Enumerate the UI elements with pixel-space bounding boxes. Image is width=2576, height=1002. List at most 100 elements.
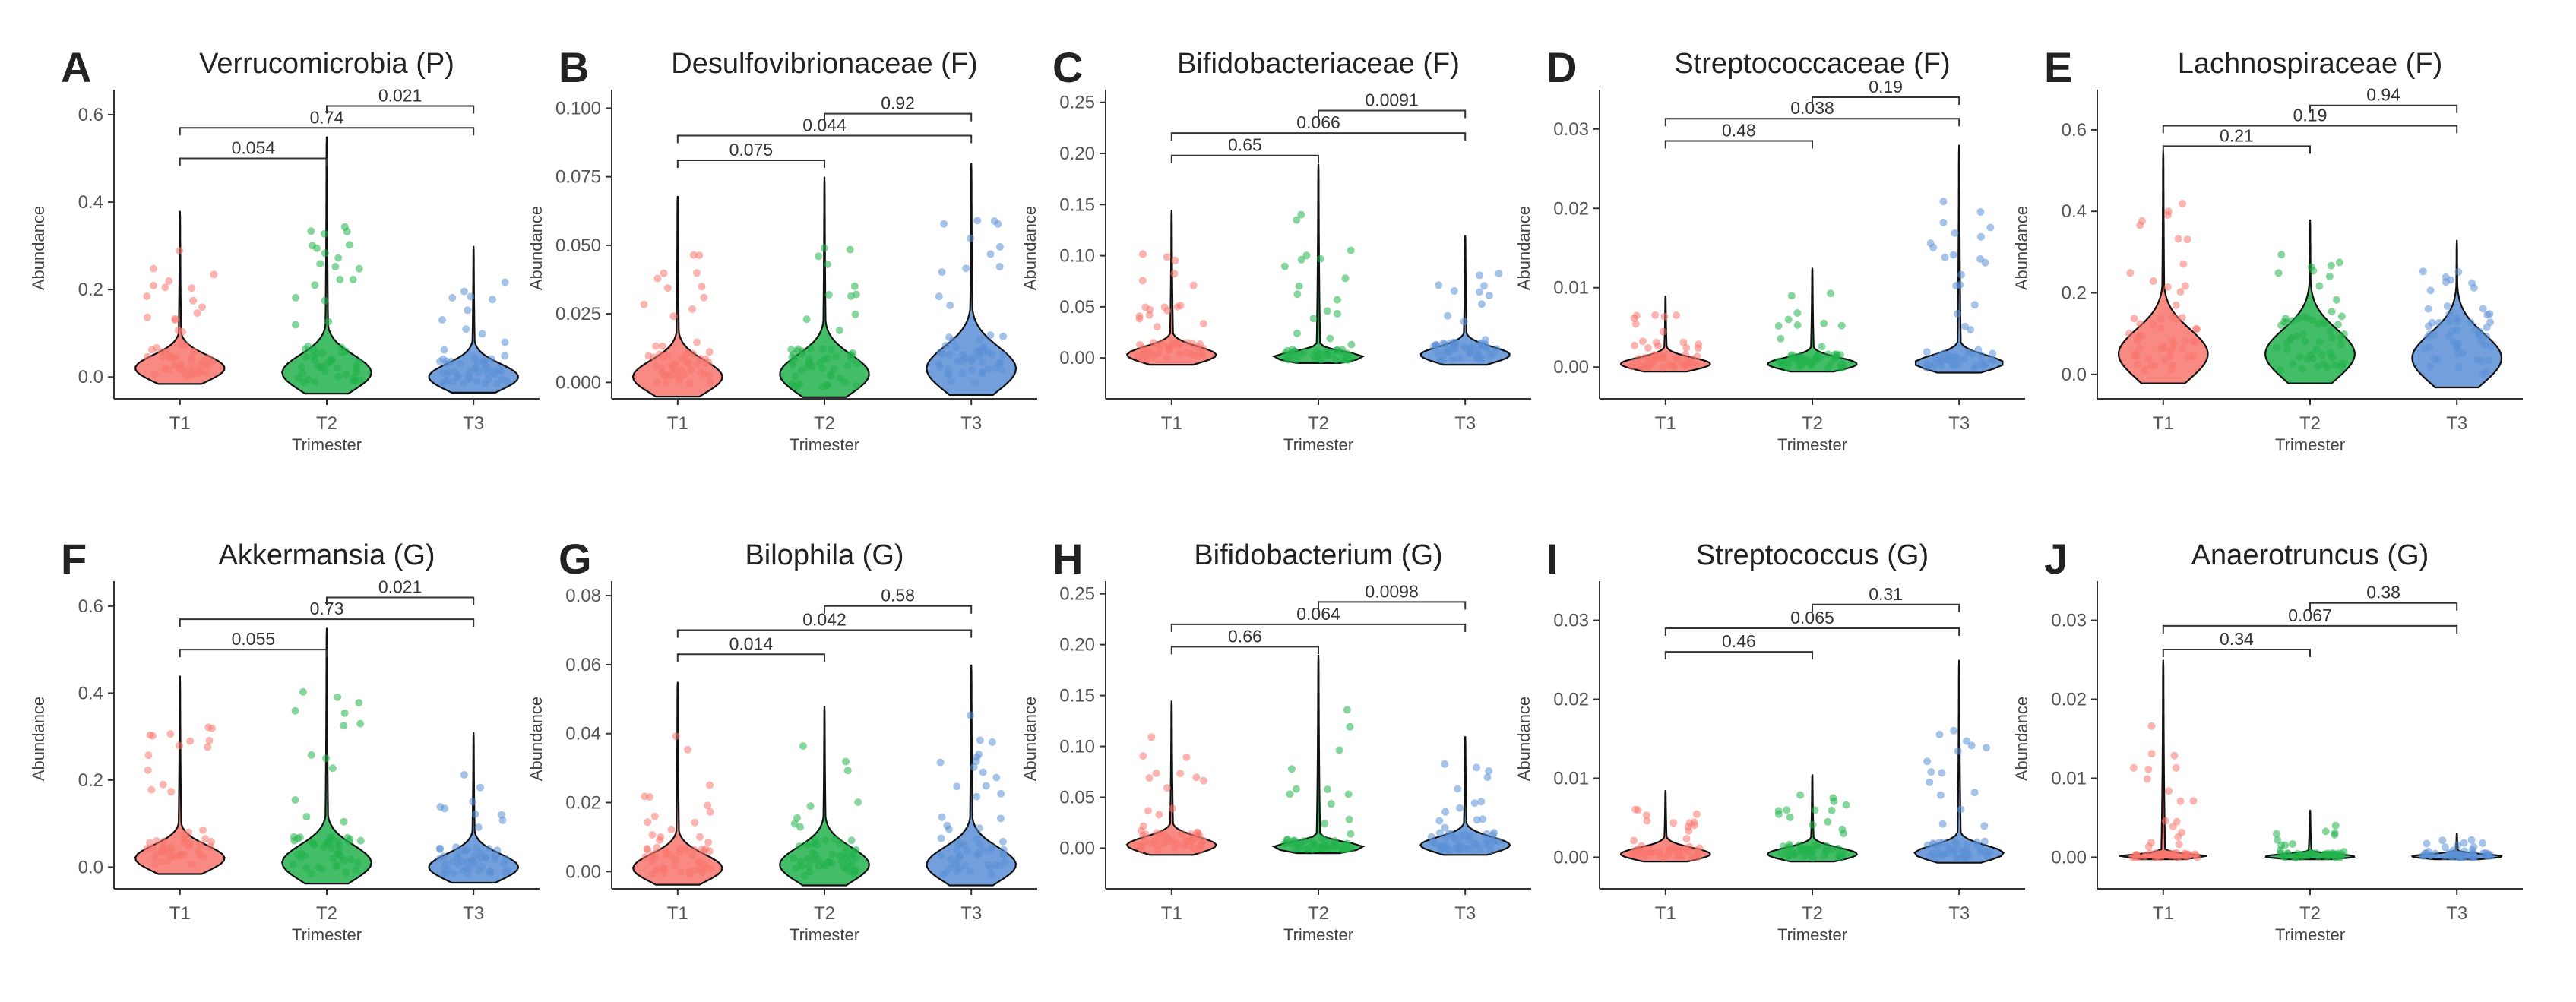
data-point-t3 [441, 861, 450, 868]
data-point-t1 [1165, 346, 1173, 353]
data-point-t2 [2274, 836, 2282, 844]
data-point-t3 [1939, 218, 1948, 226]
violin-t1 [1125, 209, 1217, 366]
data-point-t1 [1176, 349, 1184, 358]
data-point-t1 [1684, 823, 1692, 831]
data-point-t2 [2293, 315, 2302, 323]
data-point-t1 [1176, 770, 1185, 778]
data-point-t3 [466, 368, 474, 375]
data-point-t1 [2155, 852, 2163, 860]
data-point-t1 [695, 251, 704, 260]
data-point-t2 [1774, 322, 1783, 330]
violin-t2 [1271, 654, 1366, 855]
data-point-t2 [329, 855, 337, 863]
panel-title: Akkermansia (G) [218, 539, 435, 571]
panel-letter: G [559, 535, 592, 583]
data-point-t2 [345, 241, 353, 249]
data-point-t3 [1950, 362, 1958, 370]
data-point-t1 [1138, 277, 1147, 285]
data-point-t2 [356, 376, 364, 384]
data-point-t1 [161, 283, 169, 292]
data-point-t1 [663, 284, 672, 292]
panel-title: Bifidobacteriaceae (F) [1177, 48, 1460, 80]
data-point-t3 [473, 845, 481, 852]
data-point-t3 [1445, 830, 1453, 838]
data-point-t2 [821, 836, 830, 845]
data-point-t3 [1470, 799, 1479, 808]
data-point-t1 [147, 346, 156, 354]
data-point-t1 [1694, 344, 1702, 352]
data-point-t3 [464, 306, 472, 315]
panel-letter: D [1546, 43, 1577, 91]
data-point-t1 [1187, 830, 1195, 839]
data-point-t3 [501, 338, 509, 346]
data-point-t3 [1485, 767, 1493, 775]
data-point-t1 [199, 826, 207, 834]
data-point-t2 [791, 865, 799, 873]
x-tick-label: T1 [2153, 903, 2174, 924]
violin-t2 [281, 136, 372, 395]
data-point-t3 [1477, 300, 1486, 308]
data-point-t3 [1466, 832, 1474, 840]
data-point-t1 [2184, 850, 2192, 858]
data-point-t2 [1346, 722, 1354, 731]
data-point-t3 [2447, 276, 2455, 284]
data-point-t3 [1483, 830, 1491, 838]
y-tick-label: 0.03 [1553, 611, 1589, 631]
data-point-t1 [160, 837, 168, 846]
data-point-t2 [2312, 849, 2320, 857]
data-point-t1 [2128, 853, 2137, 861]
data-point-t3 [493, 846, 502, 855]
y-axis-title: Abundance [2012, 206, 2031, 290]
data-point-t1 [687, 365, 695, 374]
data-point-t1 [1693, 352, 1701, 361]
data-point-t3 [1431, 839, 1439, 847]
significance-bracket [1664, 651, 1813, 660]
data-point-t3 [2438, 836, 2447, 845]
y-tick-label: 0.02 [1553, 690, 1589, 710]
data-point-t1 [1196, 340, 1204, 348]
data-point-t2 [806, 802, 815, 811]
data-point-t3 [2449, 337, 2457, 346]
data-point-t3 [464, 858, 472, 866]
data-point-t3 [442, 360, 451, 368]
data-point-t3 [467, 292, 475, 301]
data-point-t1 [650, 353, 658, 362]
data-point-t3 [1950, 726, 1958, 735]
x-axis-title: Trimester [292, 435, 362, 454]
data-point-t1 [691, 818, 699, 827]
data-point-t3 [937, 834, 945, 842]
p-value-label: 0.38 [2366, 583, 2400, 602]
data-point-t1 [2193, 854, 2201, 861]
data-point-t1 [190, 363, 198, 371]
data-point-t3 [1927, 768, 1935, 776]
data-point-t2 [1808, 848, 1816, 856]
data-point-t1 [1685, 847, 1693, 855]
panel-letter: J [2044, 535, 2068, 583]
p-value-label: 0.48 [1722, 120, 1756, 140]
data-point-t1 [1160, 830, 1169, 839]
data-point-t1 [700, 293, 708, 302]
data-point-t3 [1441, 808, 1450, 816]
data-point-t1 [2136, 221, 2144, 229]
data-point-t2 [797, 366, 805, 375]
x-axis-title: Trimester [1777, 925, 1847, 944]
data-point-t2 [1304, 844, 1312, 852]
panel-title: Bilophila (G) [745, 539, 903, 571]
data-point-t2 [796, 823, 805, 831]
data-point-t1 [1634, 806, 1642, 814]
data-point-t3 [2460, 839, 2468, 847]
data-point-t3 [997, 365, 1005, 374]
data-point-t2 [345, 837, 353, 846]
chart-panel-d: D Streptococcaceae (F) 0.00 0.01 0.02 0.03 T1 T… [1514, 43, 2025, 454]
chart-panel-e: E Lachnospiraceae (F) 0.0 0.2 0.4 0.6 T1 T2 T3 Tr… [2012, 43, 2523, 454]
data-point-t1 [1688, 854, 1696, 862]
data-point-t1 [2179, 345, 2187, 353]
data-point-t1 [1639, 363, 1647, 371]
data-point-t2 [788, 358, 796, 366]
data-point-t3 [450, 870, 458, 877]
data-point-t3 [968, 365, 976, 374]
data-point-t2 [850, 870, 859, 878]
data-point-t1 [1163, 784, 1171, 792]
data-point-t3 [1466, 344, 1474, 352]
